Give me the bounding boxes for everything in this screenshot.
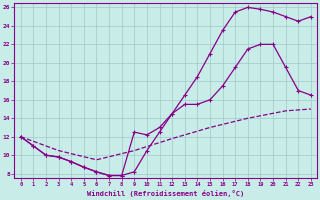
X-axis label: Windchill (Refroidissement éolien,°C): Windchill (Refroidissement éolien,°C): [87, 190, 244, 197]
